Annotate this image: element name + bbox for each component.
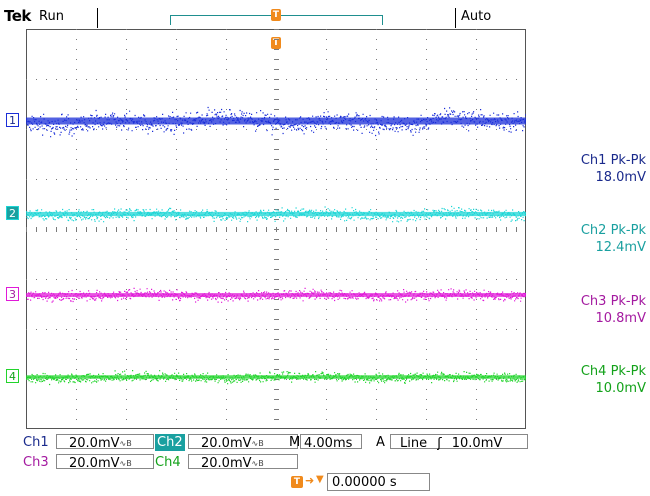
bandwidth-limit-icon: ∿B <box>251 439 264 448</box>
horizontal-scale-value: 4.00ms <box>304 436 353 451</box>
ch3-waveform-core <box>26 293 526 297</box>
trigger-slope-icon: ʃ <box>437 436 442 451</box>
ch4-scale-readout[interactable]: 20.0mV∿B <box>188 454 298 471</box>
measurement-label: Ch1 Pk-Pk <box>580 153 646 168</box>
trigger-position-marker[interactable]: T <box>271 9 281 21</box>
ch1-scale-readout[interactable]: 20.0mV∿B <box>56 434 154 451</box>
ch2-scale-value: 20.0mV <box>201 436 252 451</box>
trigger-position-icon: T <box>291 476 303 488</box>
trigger-position-value: 0.00000 s <box>332 475 397 490</box>
ch4-marker[interactable]: 4 <box>6 369 19 383</box>
trigger-readout[interactable]: Line ʃ 10.0mV <box>390 434 528 451</box>
waveform-display <box>26 29 526 429</box>
measurement-value: 10.0mV <box>595 381 646 396</box>
measurement-value: 10.8mV <box>595 311 646 326</box>
brand-logo: Tek <box>4 7 31 25</box>
ch4-waveform-core <box>26 375 526 379</box>
trigger-label: A <box>376 435 385 450</box>
ch4-waveform <box>26 370 526 386</box>
ch1-scale-value: 20.0mV <box>69 436 120 451</box>
ch2-waveform-core <box>26 211 526 217</box>
ch2-waveform <box>26 205 526 223</box>
ch1-pkpk-measurement: Ch1 Pk-Pk 18.0mV <box>528 152 646 186</box>
grid-points <box>26 29 526 429</box>
ch4-scale-value: 20.0mV <box>201 456 252 471</box>
ch3-scale-value: 20.0mV <box>69 456 120 471</box>
bandwidth-limit-icon: ∿B <box>119 439 132 448</box>
bottom-readouts: Ch1 20.0mV∿B Ch2 20.0mV∿B M 4.00ms A Lin… <box>0 430 650 496</box>
ch3-scale-label: Ch3 <box>23 455 49 470</box>
trigger-source: Line <box>400 436 428 451</box>
measurement-value: 12.4mV <box>595 240 646 255</box>
ch1-waveform-core <box>26 117 526 125</box>
trigger-mode: Auto <box>461 9 492 24</box>
trigger-level: 10.0mV <box>451 436 503 451</box>
bandwidth-limit-icon: ∿B <box>251 459 264 468</box>
ch1-marker[interactable]: 1 <box>6 113 19 127</box>
trigger-time-marker[interactable]: T <box>271 37 281 49</box>
ch2-pkpk-measurement: Ch2 Pk-Pk 12.4mV <box>528 222 646 256</box>
run-state: Run <box>39 9 64 24</box>
trigger-position-readout[interactable]: 0.00000 s <box>327 473 430 491</box>
ch3-pkpk-measurement: Ch3 Pk-Pk 10.8mV <box>528 293 646 327</box>
measurement-label: Ch3 Pk-Pk <box>580 294 646 309</box>
measurement-label: Ch4 Pk-Pk <box>580 364 646 379</box>
ch2-scale-readout[interactable]: 20.0mV∿B <box>188 434 298 451</box>
ch3-scale-readout[interactable]: 20.0mV∿B <box>56 454 154 471</box>
ch2-marker[interactable]: 2 <box>6 206 19 220</box>
horizontal-label: M <box>289 435 301 450</box>
waveforms <box>26 106 526 386</box>
horizontal-scale-readout[interactable]: 4.00ms <box>300 434 362 451</box>
ch1-scale-label: Ch1 <box>23 435 49 450</box>
bandwidth-limit-icon: ∿B <box>119 459 132 468</box>
separator <box>97 8 98 28</box>
ch3-marker[interactable]: 3 <box>6 287 19 301</box>
ch4-scale-label: Ch4 <box>155 455 181 470</box>
ch2-scale-label: Ch2 <box>155 434 185 451</box>
measurement-value: 18.0mV <box>595 170 646 185</box>
top-status-bar: Tek Run T Auto <box>0 0 650 28</box>
ch4-pkpk-measurement: Ch4 Pk-Pk 10.0mV <box>528 363 646 397</box>
grid-dots <box>26 29 526 429</box>
separator <box>455 8 456 28</box>
measurement-label: Ch2 Pk-Pk <box>580 223 646 238</box>
record-bar-left <box>170 15 171 25</box>
arrow-right-icon: ➜ <box>305 474 315 487</box>
record-bar-right <box>382 15 383 25</box>
triangle-down-icon: ▼ <box>316 474 324 485</box>
